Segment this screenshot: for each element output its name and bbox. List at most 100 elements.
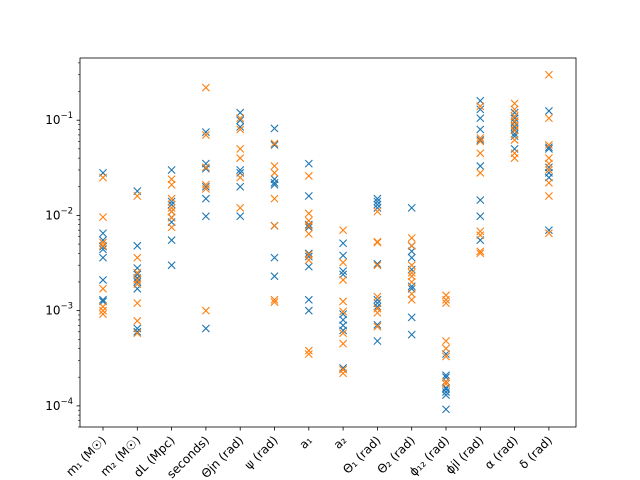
x-marker-point	[167, 203, 176, 212]
x-marker-point	[201, 83, 210, 92]
x-marker-point	[510, 122, 519, 131]
x-marker-point	[304, 221, 313, 230]
x-marker-point	[201, 163, 210, 172]
x-marker-point	[304, 262, 313, 271]
x-marker-point	[373, 322, 382, 331]
y-tick-label: 10−3	[45, 302, 73, 318]
x-marker-point	[133, 280, 142, 289]
x-marker-point	[442, 383, 450, 392]
x-marker-point	[167, 194, 176, 203]
x-marker-point	[510, 105, 519, 114]
x-marker-point	[544, 70, 553, 79]
x-marker-point	[99, 306, 107, 315]
x-marker-point	[544, 166, 553, 174]
x-marker-point	[201, 184, 210, 193]
x-marker-point	[99, 229, 107, 238]
y-tick-label: 10−4	[45, 397, 73, 413]
x-marker-point	[133, 329, 142, 338]
x-marker-point	[476, 125, 485, 134]
x-marker-point	[201, 324, 210, 333]
x-marker-point	[373, 237, 382, 246]
x-marker-point	[304, 250, 313, 259]
x-marker-point	[133, 253, 142, 262]
x-marker-point	[304, 306, 313, 315]
x-marker-point	[201, 306, 210, 315]
x-marker-point	[373, 292, 382, 301]
x-marker-point	[304, 256, 313, 265]
x-marker-point	[339, 297, 348, 306]
x-marker-point	[133, 192, 142, 200]
x-marker-point	[510, 129, 519, 138]
x-marker-point	[407, 268, 416, 277]
x-marker-point	[373, 197, 382, 206]
x-marker-point	[476, 105, 485, 114]
x-marker-point	[270, 298, 279, 307]
x-marker-point	[339, 369, 348, 378]
x-marker-point	[544, 143, 553, 152]
x-marker-point	[167, 223, 176, 232]
x-marker-point	[99, 302, 107, 311]
x-marker-point	[373, 308, 382, 317]
x-marker-point	[99, 236, 107, 245]
x-marker-point	[442, 337, 450, 345]
x-marker-point	[201, 182, 210, 191]
x-marker-point	[236, 166, 245, 174]
x-marker-point	[304, 209, 313, 218]
x-marker-point	[373, 261, 382, 270]
x-tick-label: a₁	[296, 433, 315, 452]
x-marker-point	[442, 405, 450, 414]
x-marker-point	[407, 277, 416, 286]
x-marker-point	[236, 173, 245, 182]
x-marker-point	[339, 329, 348, 338]
x-marker-point	[407, 313, 416, 322]
x-marker-point	[270, 253, 279, 262]
x-marker-point	[99, 173, 107, 182]
x-marker-point	[304, 171, 313, 180]
x-marker-point	[167, 166, 176, 174]
x-marker-point	[236, 144, 245, 153]
x-marker-point	[544, 159, 553, 168]
x-marker-point	[201, 164, 210, 173]
x-marker-point	[510, 126, 519, 135]
x-marker-point	[476, 135, 485, 144]
x-marker-point	[373, 337, 382, 345]
x-marker-point	[373, 302, 382, 311]
x-marker-point	[442, 299, 450, 308]
x-marker-point	[304, 229, 313, 238]
x-marker-point	[339, 226, 348, 235]
x-marker-point	[304, 192, 313, 200]
x-marker-point	[442, 344, 450, 353]
x-marker-point	[476, 137, 485, 146]
x-marker-point	[407, 289, 416, 298]
x-marker-point	[133, 277, 142, 286]
x-marker-point	[304, 249, 313, 258]
x-tick-label: α (rad)	[482, 433, 521, 472]
x-marker-point	[270, 162, 279, 171]
x-marker-point	[99, 310, 107, 319]
x-marker-point	[407, 241, 416, 250]
x-marker-point	[304, 346, 313, 355]
x-marker-point	[270, 139, 279, 148]
x-marker-point	[167, 200, 176, 209]
x-marker-point	[270, 295, 279, 304]
x-tick-label: ψ (rad)	[242, 433, 281, 472]
x-marker-point	[339, 258, 348, 267]
x-marker-point	[442, 377, 450, 386]
x-marker-point	[442, 352, 450, 361]
x-marker-point	[99, 253, 107, 262]
x-marker-point	[270, 140, 279, 149]
x-marker-point	[373, 320, 382, 329]
x-marker-point	[442, 387, 450, 396]
x-axis: m₁ (M☉)m₂ (M☉)dL (Mpc)seconds)Θjn (rad)ψ…	[63, 427, 555, 480]
x-marker-point	[339, 326, 348, 335]
x-marker-point	[373, 238, 382, 247]
x-marker-point	[99, 213, 107, 222]
x-marker-point	[476, 227, 485, 236]
x-marker-point	[544, 192, 553, 200]
x-marker-point	[476, 249, 485, 258]
x-marker-point	[510, 135, 519, 144]
x-marker-point	[304, 223, 313, 232]
x-marker-point	[236, 125, 245, 134]
x-marker-point	[544, 229, 553, 238]
x-marker-point	[99, 295, 107, 304]
